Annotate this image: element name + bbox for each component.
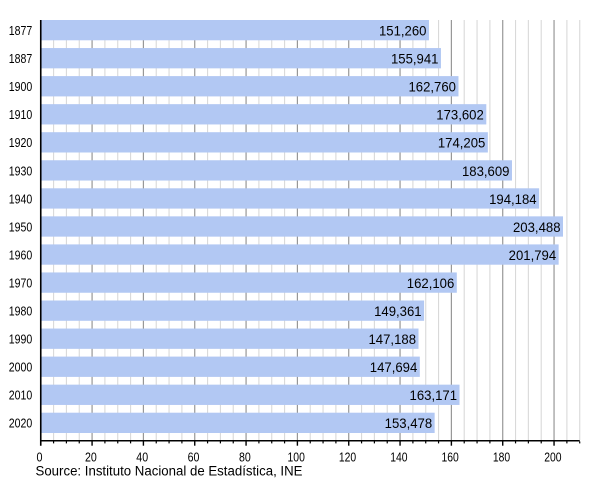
- svg-text:1940: 1940: [9, 191, 33, 206]
- svg-text:180: 180: [493, 449, 510, 464]
- svg-text:151,260: 151,260: [379, 24, 427, 39]
- svg-text:1910: 1910: [9, 107, 33, 122]
- svg-text:2000: 2000: [9, 360, 33, 375]
- svg-text:147,694: 147,694: [370, 360, 418, 375]
- svg-text:183,609: 183,609: [462, 164, 510, 179]
- svg-text:80: 80: [239, 449, 251, 464]
- svg-text:194,184: 194,184: [489, 192, 537, 207]
- svg-text:40: 40: [136, 449, 148, 464]
- svg-text:100: 100: [288, 449, 305, 464]
- svg-text:1970: 1970: [9, 275, 33, 290]
- svg-text:1930: 1930: [9, 163, 33, 178]
- svg-text:1900: 1900: [9, 79, 33, 94]
- svg-text:203,488: 203,488: [513, 220, 561, 235]
- svg-text:147,188: 147,188: [369, 332, 417, 347]
- svg-text:174,205: 174,205: [438, 136, 486, 151]
- svg-text:1887: 1887: [9, 51, 33, 66]
- svg-text:162,760: 162,760: [408, 80, 456, 95]
- svg-text:60: 60: [188, 449, 200, 464]
- svg-text:2020: 2020: [9, 416, 33, 431]
- svg-text:20: 20: [85, 449, 97, 464]
- svg-text:120: 120: [339, 449, 356, 464]
- svg-text:160: 160: [442, 449, 459, 464]
- svg-text:153,478: 153,478: [385, 416, 433, 431]
- svg-text:1920: 1920: [9, 135, 33, 150]
- svg-text:201,794: 201,794: [509, 248, 557, 263]
- svg-text:Source: Instituto Nacional de: Source: Instituto Nacional de Estadístic…: [36, 463, 303, 478]
- svg-text:1950: 1950: [9, 219, 33, 234]
- svg-text:149,361: 149,361: [374, 304, 422, 319]
- svg-text:1980: 1980: [9, 304, 33, 319]
- svg-text:173,602: 173,602: [436, 108, 484, 123]
- svg-text:140: 140: [390, 449, 407, 464]
- svg-text:162,106: 162,106: [407, 276, 455, 291]
- svg-text:0: 0: [37, 449, 43, 464]
- svg-text:1990: 1990: [9, 332, 33, 347]
- svg-text:163,171: 163,171: [410, 388, 458, 403]
- svg-text:2010: 2010: [9, 388, 33, 403]
- svg-text:200: 200: [544, 449, 561, 464]
- svg-text:1960: 1960: [9, 247, 33, 262]
- svg-text:1877: 1877: [9, 23, 33, 38]
- svg-text:155,941: 155,941: [391, 52, 439, 67]
